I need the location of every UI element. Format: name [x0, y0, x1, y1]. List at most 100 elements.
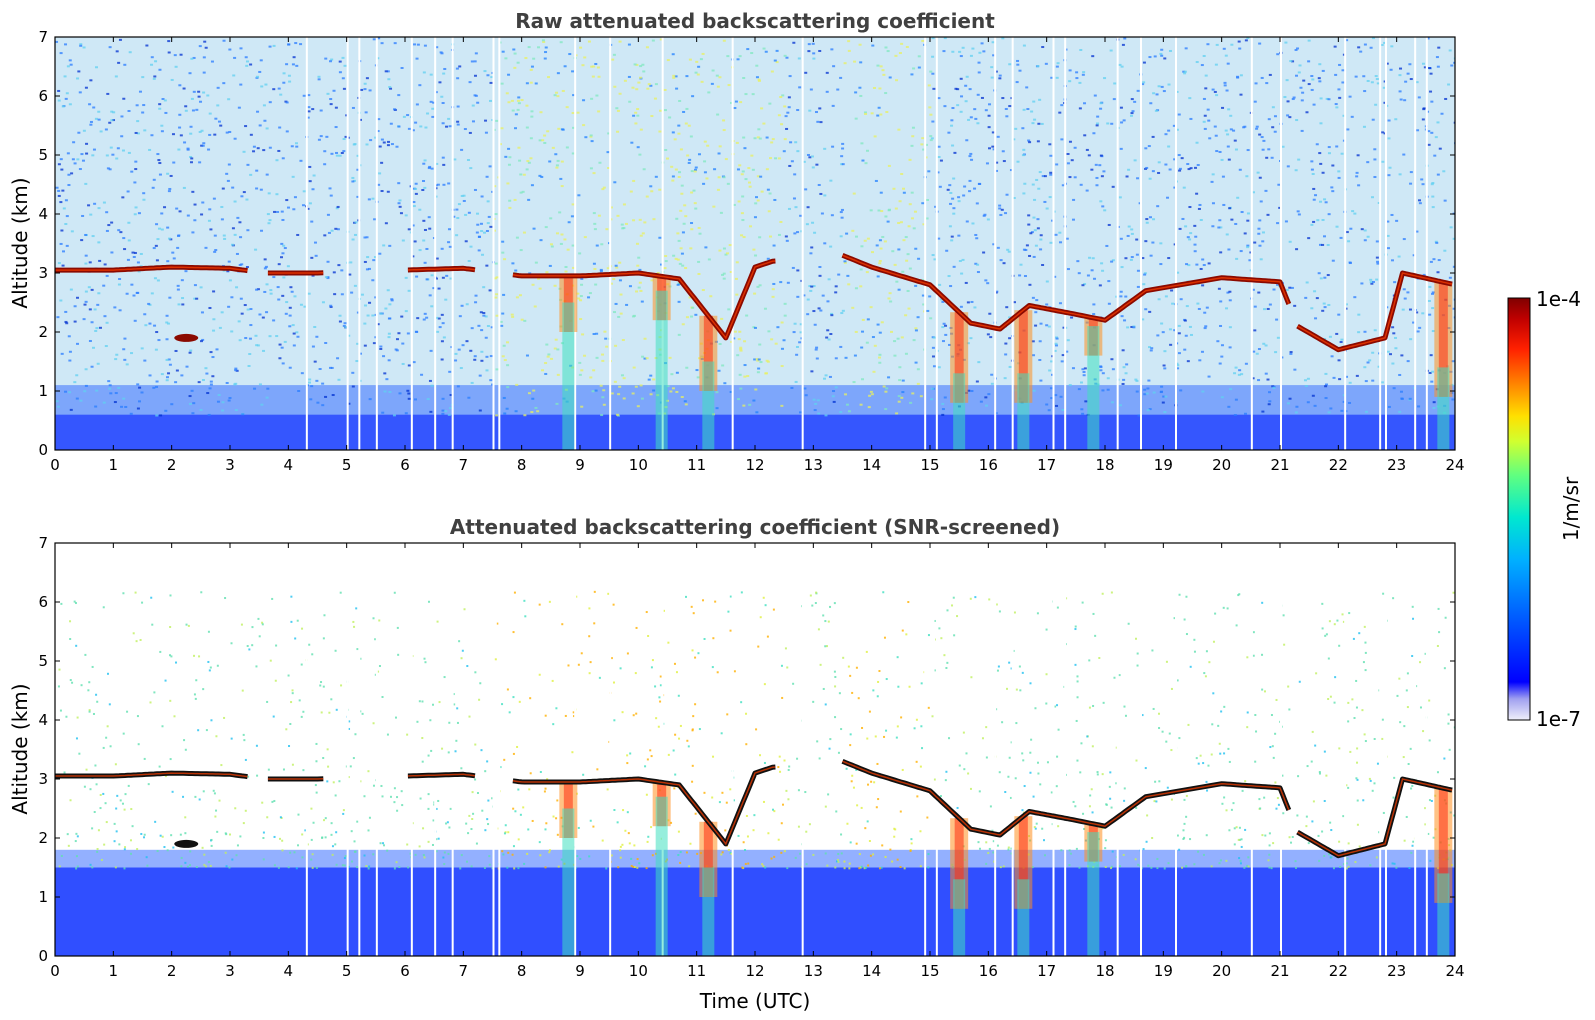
virga-plume	[1434, 282, 1453, 450]
data-gap	[492, 37, 495, 450]
virga-plume	[1084, 823, 1103, 956]
x-tick-label: 0	[50, 456, 60, 474]
x-tick-label: 11	[687, 962, 706, 980]
data-gap	[1011, 37, 1014, 450]
x-tick-label: 8	[517, 962, 527, 980]
x-tick-label: 12	[745, 456, 764, 474]
data-gap	[451, 543, 454, 956]
y-tick-label: 2	[38, 829, 48, 847]
data-gap	[801, 37, 804, 450]
data-gap	[1280, 37, 1282, 450]
data-gap	[731, 37, 734, 450]
virga-plume	[699, 315, 718, 450]
cloud-segment-edge	[55, 772, 248, 778]
data-gap	[1280, 543, 1282, 956]
data-gap	[434, 543, 437, 956]
cloud-patch	[174, 333, 199, 342]
data-gap	[1414, 37, 1417, 450]
data-gap	[410, 543, 413, 956]
noise-speckle	[57, 590, 1455, 870]
y-tick-label: 1	[38, 888, 48, 906]
virga-plume	[559, 781, 578, 956]
data-gap	[661, 543, 664, 956]
data-gap	[305, 37, 308, 450]
virga-plume	[652, 276, 671, 450]
x-tick-label: 18	[1095, 456, 1114, 474]
virga-plume	[950, 312, 969, 450]
data-gap	[924, 543, 927, 956]
x-tick-label: 4	[284, 456, 294, 474]
x-tick-label: 11	[687, 456, 706, 474]
data-gap	[1250, 543, 1253, 956]
data-gap	[1052, 543, 1055, 956]
data-gaps	[305, 37, 1428, 450]
data-gap	[1140, 543, 1142, 956]
data-gap	[498, 37, 501, 450]
cloud-segment-edge	[1297, 778, 1453, 857]
y-tick-label: 1	[38, 382, 48, 400]
x-tick-label: 21	[1270, 456, 1289, 474]
x-tick-label: 2	[167, 456, 177, 474]
cloud-segment-edge	[407, 267, 476, 271]
y-axis-label: Altitude (km)	[8, 177, 32, 308]
data-gap	[924, 37, 927, 450]
snr-screened-panel: Attenuated backscattering coefficient (S…	[8, 515, 1465, 1013]
x-tick-label: 7	[459, 456, 469, 474]
x-tick-label: 2	[167, 962, 177, 980]
cloud-segment-edge	[842, 760, 1290, 836]
data-gap	[358, 37, 361, 450]
x-tick-label: 7	[459, 962, 469, 980]
data-gap	[1052, 37, 1055, 450]
colorbar-unit-label: 1/m/sr	[1559, 476, 1583, 541]
x-tick-label: 3	[225, 962, 235, 980]
y-tick-label: 4	[38, 205, 48, 223]
y-tick-label: 7	[38, 534, 48, 552]
x-tick-label: 16	[979, 456, 998, 474]
x-tick-label: 20	[1212, 456, 1231, 474]
data-gap	[1385, 543, 1387, 956]
data-gap	[1344, 543, 1347, 956]
x-tick-label: 0	[50, 962, 60, 980]
data-gap	[1344, 37, 1347, 450]
x-tick-label: 16	[979, 962, 998, 980]
data-gap	[375, 37, 378, 450]
y-tick-label: 3	[38, 264, 48, 282]
x-tick-label: 10	[629, 456, 648, 474]
x-tick-label: 20	[1212, 962, 1231, 980]
virga-plume	[699, 821, 718, 956]
y-axis: 0 1 2 3 4 5 6 7	[38, 534, 1455, 965]
x-tick-label: 22	[1329, 456, 1348, 474]
cloud-segment-edge	[407, 773, 476, 777]
data-gap	[935, 543, 938, 956]
colorbar-gradient	[1507, 297, 1531, 721]
data-gap	[1385, 37, 1387, 450]
data-gap	[451, 37, 454, 450]
y-tick-label: 5	[38, 652, 48, 670]
cloud-segment-edge	[512, 260, 776, 340]
data-gap	[1250, 37, 1253, 450]
data-gap	[994, 543, 997, 956]
y-tick-label: 0	[38, 441, 48, 459]
cloud-patch	[174, 839, 199, 848]
x-axis: 0 1 2 3 4 5 6 7 8 9 10 11 12 13 14 15 16 17 18 19 20 21 22 23 24	[50, 37, 1465, 474]
x-tick-label: 15	[920, 456, 939, 474]
x-tick-label: 23	[1387, 962, 1406, 980]
x-tick-label: 6	[400, 456, 410, 474]
x-tick-label: 13	[804, 962, 823, 980]
data-gap	[358, 543, 361, 956]
x-tick-label: 23	[1387, 456, 1406, 474]
data-gap	[410, 37, 413, 450]
x-tick-label: 5	[342, 456, 352, 474]
data-gap	[492, 543, 495, 956]
cloud-segment-edge	[55, 266, 248, 272]
cloud-segment-edge	[1297, 272, 1453, 351]
data-gap	[801, 543, 804, 956]
y-tick-label: 6	[38, 593, 48, 611]
x-tick-label: 24	[1445, 962, 1464, 980]
data-gap	[731, 543, 734, 956]
data-gap	[1414, 543, 1417, 956]
colorbar-min-label: 1e-7	[1536, 707, 1581, 731]
data-gap	[1011, 543, 1014, 956]
data-gap	[1175, 37, 1177, 450]
x-tick-label: 14	[862, 456, 881, 474]
